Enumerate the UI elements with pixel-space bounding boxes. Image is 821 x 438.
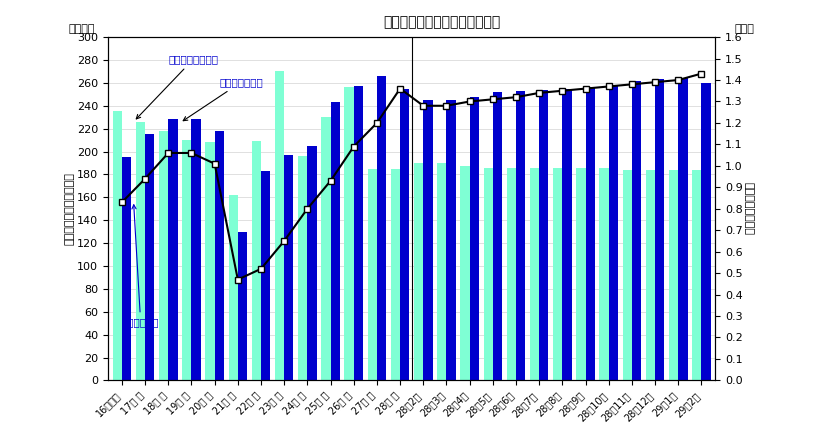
Y-axis label: （有効求人・有効求職）: （有効求人・有効求職） [64,172,74,245]
Bar [252,141,261,380]
Bar [576,168,585,380]
Bar [345,88,354,380]
Bar [275,71,284,380]
Bar [205,142,214,380]
Bar [562,88,571,380]
Bar [159,131,168,380]
Bar [414,163,424,380]
Bar [678,78,687,380]
Bar [135,122,145,380]
Text: 月間有効求職者数: 月間有効求職者数 [136,54,218,119]
Bar [493,92,502,380]
Bar [530,168,539,380]
Bar [377,76,386,380]
Bar [214,131,224,380]
Text: （倍）: （倍） [735,24,754,34]
Text: 月間有効求人数: 月間有効求人数 [183,77,263,121]
Bar [507,168,516,380]
Bar [516,91,525,380]
Bar [261,171,270,380]
Bar [632,81,641,380]
Bar [122,157,131,380]
Bar [307,146,317,380]
Bar [112,112,122,380]
Text: （万人）: （万人） [68,24,95,34]
Bar [438,163,447,380]
Bar [461,166,470,380]
Y-axis label: （有効求人倍率）: （有効求人倍率） [744,182,754,235]
Bar [331,102,340,380]
Text: 有効求人倍率: 有効求人倍率 [122,205,159,328]
Bar [669,170,678,380]
Bar [484,168,493,380]
Bar [701,83,711,380]
Bar [182,140,191,380]
Bar [599,168,608,380]
Bar [646,170,655,380]
Bar [424,100,433,380]
Bar [539,90,548,380]
Bar [470,97,479,380]
Bar [298,156,307,380]
Title: 求人、求職及び求人倍率の推移: 求人、求職及び求人倍率の推移 [383,15,501,29]
Bar [284,155,293,380]
Bar [228,195,238,380]
Bar [622,170,632,380]
Bar [354,86,363,380]
Bar [553,168,562,380]
Bar [168,120,177,380]
Bar [585,88,595,380]
Bar [692,170,701,380]
Bar [238,232,247,380]
Bar [391,169,400,380]
Bar [145,134,154,380]
Bar [655,79,664,380]
Bar [191,120,201,380]
Bar [608,85,618,380]
Bar [447,100,456,380]
Bar [321,117,331,380]
Bar [400,88,410,380]
Bar [368,169,377,380]
